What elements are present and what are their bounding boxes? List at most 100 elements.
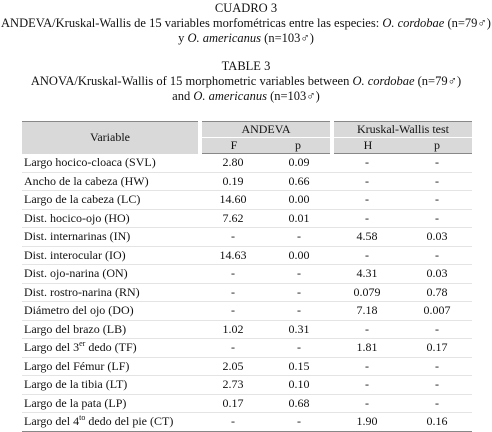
table-row: Dist. internarinas (IN) - -4.58 0.03 [22, 227, 472, 247]
table-row: Largo del Fémur (LF) 2.05 0.15- - [22, 357, 472, 376]
caption-line: and O. americanus (n=103♂) [0, 89, 492, 104]
value-cell: - [200, 301, 266, 321]
value-cell: - [402, 394, 472, 413]
variable-cell: Ancho de la cabeza (HW) [22, 172, 200, 191]
value-cell: - [332, 357, 402, 376]
value-cell: 14.60 [200, 190, 266, 210]
value-cell: 1.90 [332, 412, 402, 432]
header-cell: Variable [22, 121, 202, 154]
cell-text: Largo del 3 [24, 340, 80, 355]
value-cell: 0.19 [200, 172, 266, 191]
value-cell: - [200, 283, 266, 302]
value-cell: 0.079 [332, 283, 402, 302]
value-cell: - [402, 375, 472, 395]
value-cell: 2.80 [200, 153, 266, 173]
variable-cell: Largo de la pata (LP) [22, 394, 200, 413]
value-cell: - [332, 246, 402, 265]
value-cell: - [200, 338, 266, 358]
table-row: Largo de la pata (LP) 0.17 0.68- - [22, 394, 472, 413]
value-cell: - [200, 227, 266, 247]
value-cell: - [402, 357, 472, 376]
value-cell: 14.63 [200, 246, 266, 265]
cell-text: Diámetro del ojo (DO) [24, 303, 134, 318]
value-cell: - [332, 375, 402, 395]
species-name: O. americanus [193, 89, 267, 103]
value-cell: 0.31 [266, 320, 332, 339]
variable-cell: Largo del Fémur (LF) [22, 357, 200, 376]
value-cell: - [200, 412, 266, 432]
cell-text: Dist. internarinas (IN) [24, 229, 131, 244]
value-cell: 0.17 [402, 338, 472, 358]
table-row: Largo del brazo (LB) 1.02 0.31- - [22, 320, 472, 339]
value-cell: - [402, 190, 472, 210]
value-cell: 0.007 [402, 301, 472, 321]
value-cell: 0.03 [402, 264, 472, 284]
value-cell: - [200, 264, 266, 284]
value-cell: 1.81 [332, 338, 402, 358]
variable-cell: Dist. internarinas (IN) [22, 227, 200, 247]
table-row: Diámetro del ojo (DO) - -7.18 0.007 [22, 301, 472, 321]
cell-text: Largo de la tibia (LT) [24, 377, 128, 392]
caption-line: y O. americanus (n=103♂) [0, 31, 492, 46]
value-cell: 0.03 [402, 227, 472, 247]
variable-cell: Largo de la tibia (LT) [22, 375, 200, 395]
value-cell: - [402, 172, 472, 191]
caption-text: (n=79♂) [414, 74, 462, 88]
value-cell: - [266, 264, 332, 284]
species-name: O. cordobae [382, 16, 445, 30]
table-row: Largo de la tibia (LT) 2.73 0.10- - [22, 375, 472, 395]
header-cell: p [402, 137, 472, 154]
value-cell: 0.17 [200, 394, 266, 413]
header-cell: H [332, 137, 402, 154]
cell-text: Largo del Fémur (LF) [24, 358, 130, 373]
header-cell: F [200, 137, 266, 154]
caption-text: and [172, 89, 194, 103]
table-row: Largo del 4to dedo del pie (CT) - -1.90 0.1… [22, 412, 472, 432]
value-cell: 1.02 [200, 320, 266, 339]
value-cell: - [402, 246, 472, 265]
cell-text: Largo del 4 [24, 414, 80, 429]
value-cell: - [402, 209, 472, 228]
header-cell: Kruskal-Wallis test [332, 121, 472, 138]
value-cell: 4.58 [332, 227, 402, 247]
cell-text: Largo de la cabeza (LC) [24, 192, 141, 207]
table-row: Largo del 3er dedo (TF) - -1.81 0.17 [22, 338, 472, 358]
table-row: Largo hocico-cloaca (SVL) 2.80 0.09- - [22, 153, 472, 173]
value-cell: - [332, 172, 402, 191]
value-cell: - [266, 283, 332, 302]
value-cell: - [266, 338, 332, 358]
value-cell: 0.09 [266, 153, 332, 173]
caption-line: ANDEVA/Kruskal-Wallis de 15 variables mo… [0, 16, 492, 31]
value-cell: - [266, 227, 332, 247]
variable-cell: Largo hocico-cloaca (SVL) [22, 153, 200, 173]
table-row: Dist. ojo-narina (ON) - -4.31 0.03 [22, 264, 472, 284]
caption-text: (n=103♂) [261, 31, 314, 45]
value-cell: - [402, 153, 472, 173]
cell-text: Dist. hocico-ojo (HO) [24, 210, 130, 225]
value-cell: 0.00 [266, 246, 332, 265]
variable-cell: Largo del brazo (LB) [22, 320, 200, 339]
caption-label: CUADRO 3 [214, 1, 278, 15]
cell-text: Dist. ojo-narina (ON) [24, 266, 128, 281]
value-cell: - [332, 320, 402, 339]
variable-cell: Largo del 4to dedo del pie (CT) [22, 412, 200, 432]
value-cell: 0.66 [266, 172, 332, 191]
value-cell: 2.05 [200, 357, 266, 376]
cell-text: Dist. interocular (IO) [24, 247, 126, 262]
value-cell: 0.10 [266, 375, 332, 395]
cell-text: dedo (TF) [85, 340, 137, 355]
variable-cell: Diámetro del ojo (DO) [22, 301, 200, 321]
value-cell: - [332, 153, 402, 173]
value-cell: - [266, 301, 332, 321]
value-cell: - [332, 190, 402, 210]
superscript: er [79, 339, 86, 349]
value-cell: 7.62 [200, 209, 266, 228]
species-name: O. cordobae [352, 74, 415, 88]
value-cell: 0.00 [266, 190, 332, 210]
header-cell: ANDEVA [200, 121, 334, 138]
value-cell: 0.68 [266, 394, 332, 413]
variable-cell: Largo del 3er dedo (TF) [22, 338, 200, 358]
value-cell: 7.18 [332, 301, 402, 321]
table-body: Largo hocico-cloaca (SVL) 2.80 0.09- - Ancho… [22, 153, 472, 432]
